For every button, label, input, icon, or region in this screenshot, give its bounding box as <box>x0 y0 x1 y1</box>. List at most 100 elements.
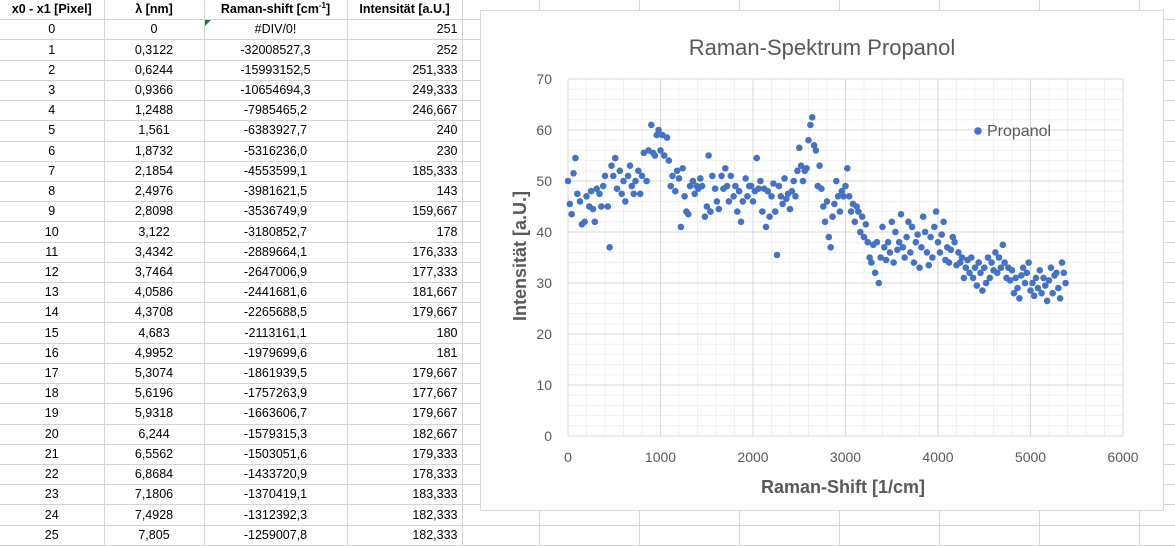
cell-lambda[interactable]: 1,2488 <box>104 100 205 122</box>
cell-lambda[interactable]: 1,561 <box>104 120 205 142</box>
empty-cell[interactable] <box>1139 525 1175 546</box>
cell-raman-shift[interactable]: -6383927,7 <box>204 120 348 142</box>
cell-lambda[interactable]: 7,805 <box>104 525 205 546</box>
cell-raman-shift[interactable]: #DIV/0! <box>204 19 348 41</box>
cell-lambda[interactable]: 2,8098 <box>104 201 205 223</box>
cell-lambda[interactable]: 7,1806 <box>104 484 205 506</box>
cell-intensity[interactable]: 177,667 <box>347 383 463 405</box>
cell-raman-shift[interactable]: -3536749,9 <box>204 201 348 223</box>
cell-pixel[interactable]: 17 <box>0 363 105 385</box>
cell-pixel[interactable]: 13 <box>0 282 105 304</box>
cell-raman-shift[interactable]: -1370419,1 <box>204 484 348 506</box>
cell-raman-shift[interactable]: -1503051,6 <box>204 444 348 466</box>
cell-intensity[interactable]: 178 <box>347 221 463 243</box>
cell-pixel[interactable]: 8 <box>0 181 105 203</box>
cell-intensity[interactable]: 180 <box>347 322 463 344</box>
cell-lambda[interactable]: 5,3074 <box>104 363 205 385</box>
cell-intensity[interactable]: 181 <box>347 343 463 364</box>
cell-intensity[interactable]: 179,667 <box>347 302 463 324</box>
cell-intensity[interactable]: 181,667 <box>347 282 463 304</box>
header-intensity[interactable]: Intensität [a.U.] <box>347 0 463 21</box>
cell-raman-shift[interactable]: -1979699,6 <box>204 343 348 364</box>
cell-pixel[interactable]: 0 <box>0 19 105 41</box>
cell-lambda[interactable]: 3,4342 <box>104 242 205 263</box>
cell-intensity[interactable]: 246,667 <box>347 100 463 122</box>
cell-intensity[interactable]: 177,333 <box>347 262 463 284</box>
cell-lambda[interactable]: 0,9366 <box>104 80 205 102</box>
cell-pixel[interactable]: 12 <box>0 262 105 284</box>
cell-intensity[interactable]: 179,667 <box>347 403 463 425</box>
cell-pixel[interactable]: 3 <box>0 80 105 102</box>
cell-raman-shift[interactable]: -7985465,2 <box>204 100 348 122</box>
cell-pixel[interactable]: 14 <box>0 302 105 324</box>
cell-lambda[interactable]: 3,7464 <box>104 262 205 284</box>
cell-raman-shift[interactable]: -2889664,1 <box>204 242 348 263</box>
cell-raman-shift[interactable]: -1312392,3 <box>204 504 348 526</box>
cell-lambda[interactable]: 0,3122 <box>104 39 205 61</box>
cell-pixel[interactable]: 24 <box>0 504 105 526</box>
cell-intensity[interactable]: 183,333 <box>347 484 463 506</box>
cell-intensity[interactable]: 178,333 <box>347 464 463 486</box>
cell-pixel[interactable]: 2 <box>0 60 105 81</box>
cell-raman-shift[interactable]: -1861939,5 <box>204 363 348 385</box>
cell-lambda[interactable]: 1,8732 <box>104 141 205 162</box>
empty-cell[interactable] <box>462 525 540 546</box>
cell-intensity[interactable]: 179,333 <box>347 444 463 466</box>
cell-lambda[interactable]: 2,4976 <box>104 181 205 203</box>
header-x-pixel[interactable]: x0 - x1 [Pixel] <box>0 0 105 21</box>
cell-pixel[interactable]: 21 <box>0 444 105 466</box>
empty-cell[interactable] <box>839 525 940 546</box>
cell-pixel[interactable]: 4 <box>0 100 105 122</box>
cell-pixel[interactable]: 5 <box>0 120 105 142</box>
cell-pixel[interactable]: 20 <box>0 424 105 445</box>
cell-lambda[interactable]: 4,683 <box>104 322 205 344</box>
cell-intensity[interactable]: 179,667 <box>347 363 463 385</box>
cell-intensity[interactable]: 159,667 <box>347 201 463 223</box>
empty-cell[interactable] <box>739 525 840 546</box>
cell-pixel[interactable]: 10 <box>0 221 105 243</box>
cell-raman-shift[interactable]: -1579315,3 <box>204 424 348 445</box>
cell-raman-shift[interactable]: -2265688,5 <box>204 302 348 324</box>
cell-pixel[interactable]: 23 <box>0 484 105 506</box>
cell-raman-shift[interactable]: -2441681,6 <box>204 282 348 304</box>
cell-intensity[interactable]: 176,333 <box>347 242 463 263</box>
cell-lambda[interactable]: 7,4928 <box>104 504 205 526</box>
cell-pixel[interactable]: 19 <box>0 403 105 425</box>
cell-raman-shift[interactable]: -1259007,8 <box>204 525 348 546</box>
cell-pixel[interactable]: 22 <box>0 464 105 486</box>
cell-pixel[interactable]: 25 <box>0 525 105 546</box>
cell-raman-shift[interactable]: -4553599,1 <box>204 161 348 182</box>
cell-lambda[interactable]: 4,3708 <box>104 302 205 324</box>
cell-intensity[interactable]: 185,333 <box>347 161 463 182</box>
cell-raman-shift[interactable]: -2113161,1 <box>204 322 348 344</box>
cell-pixel[interactable]: 7 <box>0 161 105 182</box>
cell-pixel[interactable]: 9 <box>0 201 105 223</box>
cell-raman-shift[interactable]: -1433720,9 <box>204 464 348 486</box>
cell-intensity[interactable]: 252 <box>347 39 463 61</box>
cell-intensity[interactable]: 182,333 <box>347 525 463 546</box>
cell-lambda[interactable]: 3,122 <box>104 221 205 243</box>
cell-raman-shift[interactable]: -1757263,9 <box>204 383 348 405</box>
cell-lambda[interactable]: 5,6196 <box>104 383 205 405</box>
cell-intensity[interactable]: 143 <box>347 181 463 203</box>
cell-raman-shift[interactable]: -2647006,9 <box>204 262 348 284</box>
cell-pixel[interactable]: 18 <box>0 383 105 405</box>
cell-intensity[interactable]: 249,333 <box>347 80 463 102</box>
cell-raman-shift[interactable]: -15993152,5 <box>204 60 348 81</box>
cell-lambda[interactable]: 6,5562 <box>104 444 205 466</box>
cell-raman-shift[interactable]: -3981621,5 <box>204 181 348 203</box>
cell-intensity[interactable]: 182,333 <box>347 504 463 526</box>
cell-intensity[interactable]: 251 <box>347 19 463 41</box>
cell-lambda[interactable]: 0 <box>104 19 205 41</box>
cell-lambda[interactable]: 2,1854 <box>104 161 205 182</box>
cell-pixel[interactable]: 15 <box>0 322 105 344</box>
cell-raman-shift[interactable]: -5316236,0 <box>204 141 348 162</box>
empty-cell[interactable] <box>539 525 640 546</box>
cell-lambda[interactable]: 0,6244 <box>104 60 205 81</box>
cell-raman-shift[interactable]: -3180852,7 <box>204 221 348 243</box>
cell-pixel[interactable]: 11 <box>0 242 105 263</box>
header-lambda[interactable]: λ [nm] <box>104 0 205 21</box>
cell-raman-shift[interactable]: -1663606,7 <box>204 403 348 425</box>
empty-cell[interactable] <box>639 525 740 546</box>
chart-area[interactable]: Raman-Spektrum Propanol 0 10 20 30 40 50 60 70 … <box>480 10 1164 511</box>
